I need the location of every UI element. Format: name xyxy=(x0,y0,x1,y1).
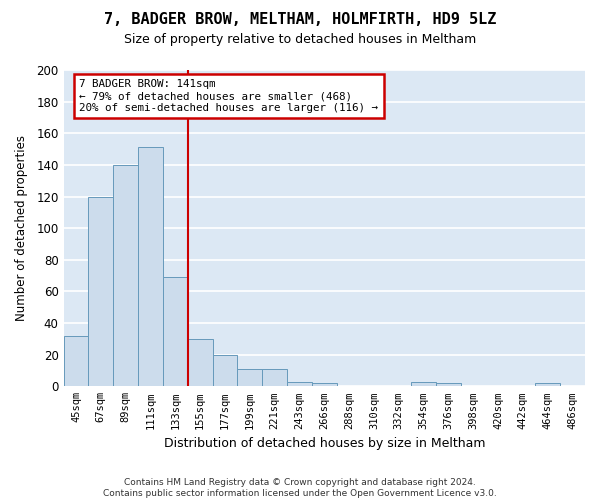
Bar xyxy=(262,369,287,386)
Bar xyxy=(212,354,238,386)
Y-axis label: Number of detached properties: Number of detached properties xyxy=(15,135,28,321)
Bar xyxy=(238,369,262,386)
Bar xyxy=(312,383,337,386)
Text: 7 BADGER BROW: 141sqm
← 79% of detached houses are smaller (468)
20% of semi-det: 7 BADGER BROW: 141sqm ← 79% of detached … xyxy=(79,80,378,112)
Bar xyxy=(113,165,138,386)
Bar xyxy=(64,336,88,386)
Bar xyxy=(287,382,312,386)
Bar xyxy=(535,383,560,386)
Bar xyxy=(188,339,212,386)
Bar xyxy=(138,148,163,386)
Bar xyxy=(163,277,188,386)
Text: Size of property relative to detached houses in Meltham: Size of property relative to detached ho… xyxy=(124,32,476,46)
Text: 7, BADGER BROW, MELTHAM, HOLMFIRTH, HD9 5LZ: 7, BADGER BROW, MELTHAM, HOLMFIRTH, HD9 … xyxy=(104,12,496,28)
Text: Contains HM Land Registry data © Crown copyright and database right 2024.
Contai: Contains HM Land Registry data © Crown c… xyxy=(103,478,497,498)
Bar xyxy=(88,196,113,386)
Bar xyxy=(436,383,461,386)
Bar xyxy=(411,382,436,386)
X-axis label: Distribution of detached houses by size in Meltham: Distribution of detached houses by size … xyxy=(164,437,485,450)
